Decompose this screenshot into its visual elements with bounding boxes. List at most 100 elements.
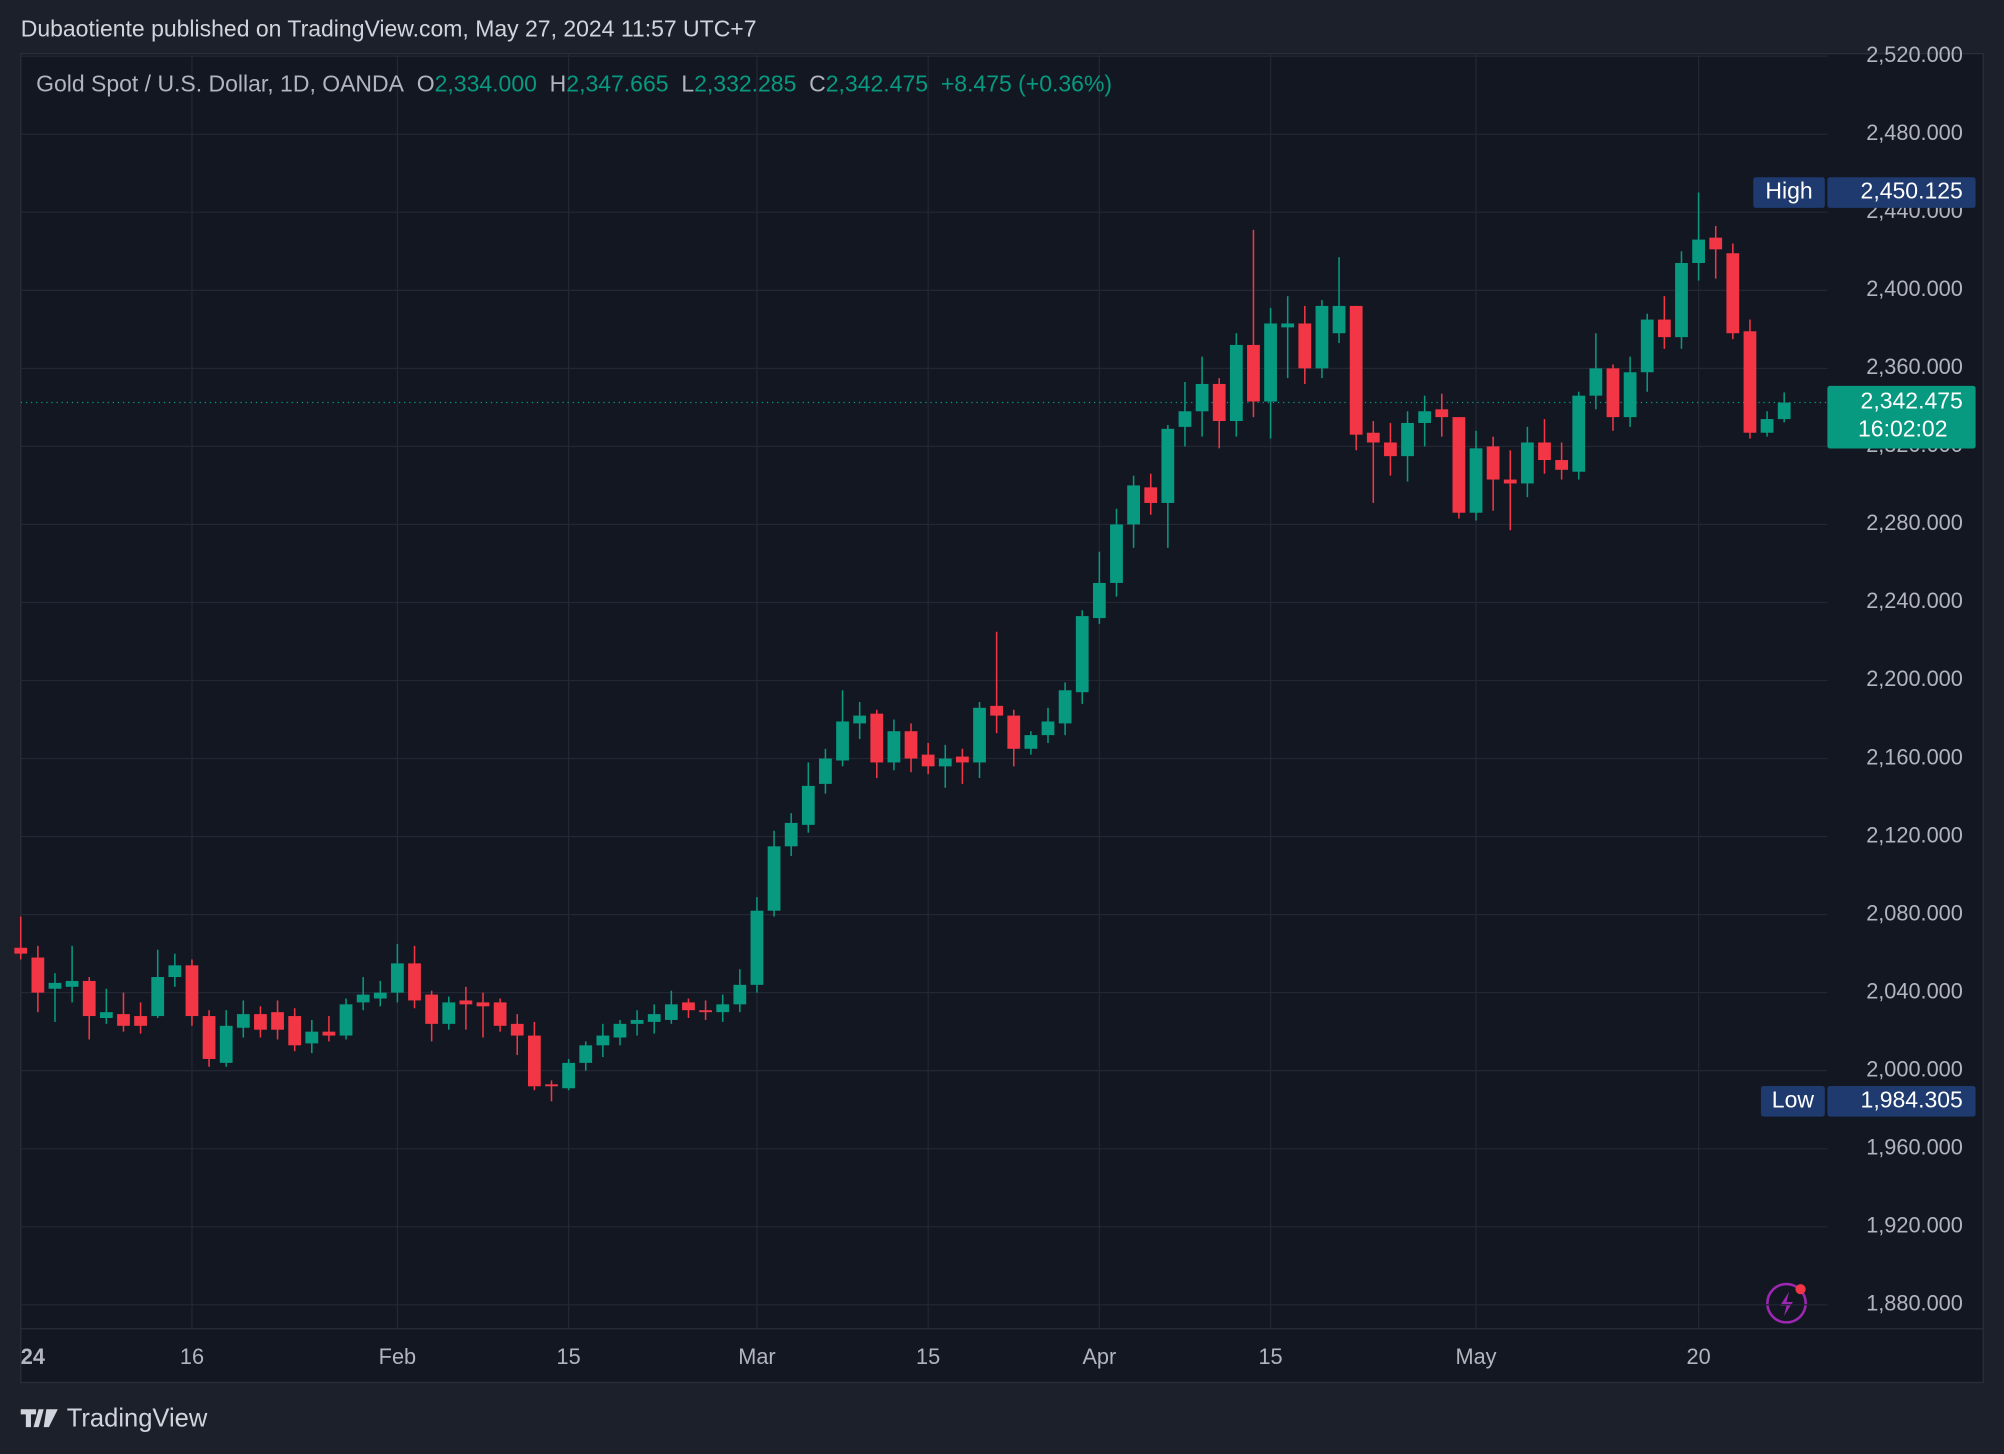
candle-body [476,1002,490,1007]
y-tick-label: 2,000.000 [1866,1056,1963,1081]
candle-body [562,1062,575,1089]
candle-body [1760,419,1774,433]
marker-value-box [1827,1085,1976,1117]
candle-body [236,1014,250,1028]
lightning-icon[interactable] [1780,1291,1793,1317]
candle-body [853,715,867,724]
candle-body [305,1031,319,1044]
candle-body [1212,383,1226,422]
y-tick-label: 2,240.000 [1866,588,1963,613]
x-tick-label: Feb [379,1344,416,1369]
x-tick-label: 15 [557,1344,581,1369]
candle-body [1606,368,1620,418]
countdown: 16:02:02 [1858,416,1947,442]
y-tick-label: 2,040.000 [1866,978,1963,1003]
candle-body [921,754,935,767]
candle-body [819,758,832,784]
ohlc-value: 2,334.000 [435,71,537,97]
candle-body [373,992,387,999]
x-tick-label: 16 [180,1344,204,1369]
marker-value: 2,450.125 [1861,178,1963,204]
notification-dot [1795,1284,1806,1295]
candle-body [1349,305,1363,435]
candle-body [1555,460,1569,470]
candle-body [1452,417,1466,513]
candle-body [1247,344,1260,402]
candle-body [510,1023,524,1036]
x-tick-label: Apr [1082,1344,1116,1369]
candle-body [1538,442,1551,461]
candle-body [1435,409,1449,418]
candle-body [202,1016,216,1059]
candle-body [647,1014,661,1022]
candle-body [1264,323,1277,402]
candle-body [1623,372,1637,418]
candle-body [750,910,764,985]
candle-body [1777,402,1791,420]
x-tick-label: 20 [1687,1344,1711,1369]
lightning-button[interactable] [1766,1282,1807,1324]
candle-body [1041,721,1055,736]
current-price: 2,342.475 [1861,388,1963,414]
marker-value: 1,984.305 [1861,1086,1963,1112]
y-tick-label: 2,200.000 [1866,666,1963,691]
candle-body [956,756,969,763]
candle-body [14,947,28,954]
candle-body [1709,237,1723,250]
candle-body [425,994,439,1024]
candle-body [82,980,96,1017]
candle-body [168,965,182,978]
y-tick-label: 1,960.000 [1866,1134,1963,1159]
marker-name-box [1760,1085,1825,1117]
candle-body [1332,305,1346,334]
candle-body [1298,323,1312,369]
candle-body [990,705,1004,716]
candle-body [579,1045,593,1063]
y-tick-label: 2,120.000 [1866,822,1963,847]
candle-body [973,707,986,763]
candle-body [1401,422,1414,457]
candle-body [65,980,79,987]
candle-body [356,994,370,1003]
candle-body [1640,319,1654,373]
candle-body [271,1012,284,1030]
candle-body [1418,411,1432,423]
candle-body [1469,448,1483,513]
marker-name-box [1753,177,1825,208]
candle-body [391,963,404,993]
candle-body [1092,582,1106,619]
candle-body [31,957,45,993]
candle-body [784,822,798,847]
current-price-box [1827,385,1976,449]
candle-body [1315,305,1329,369]
x-tick-label: Mar [738,1344,775,1369]
lightning-circle[interactable] [1766,1282,1807,1324]
candle-body [219,1025,233,1063]
candle-body [339,1004,353,1036]
ohlc-value: 2,347.665 [566,71,668,97]
candle-body [836,721,849,761]
candle-body [151,977,165,1017]
candle-body [1127,485,1140,525]
y-tick-label: 2,360.000 [1866,354,1963,379]
y-tick-label: 2,280.000 [1866,510,1963,535]
candle-body [938,758,952,767]
candle-body [1503,479,1517,484]
x-tick-label: 24 [21,1344,45,1369]
candle-body [1520,442,1534,484]
symbol: Gold Spot / U.S. Dollar, 1D, OANDA [36,71,405,97]
ohlc-value: 2,342.475 [826,71,928,97]
candle-body [442,1002,456,1024]
candle-body [1007,715,1021,749]
ohlc-key: C [809,71,826,97]
candle-body [682,1002,695,1011]
candle-body [288,1016,302,1046]
y-tick-label: 2,160.000 [1866,744,1963,769]
marker-name: Low [1772,1086,1815,1112]
candle-body [733,984,747,1005]
candle-body [322,1031,336,1036]
candle-body [1195,383,1209,412]
candle-body [1726,253,1740,334]
candle-body [596,1035,610,1046]
